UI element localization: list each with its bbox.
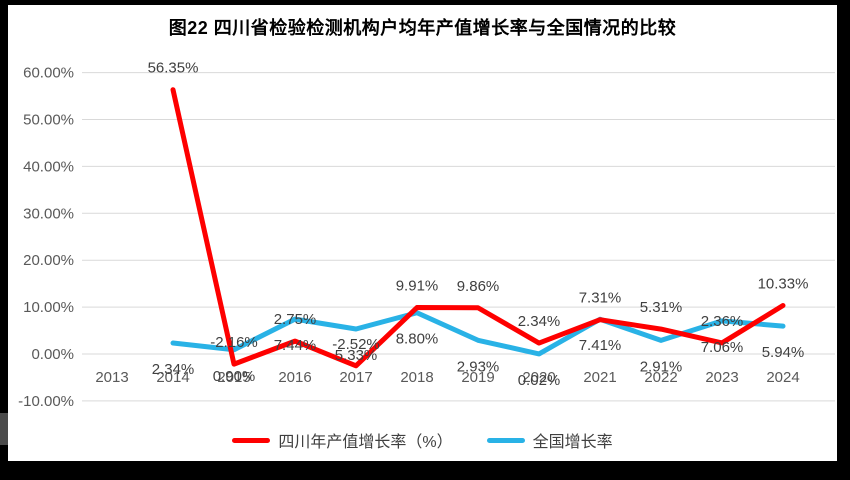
x-tick-label: 2014	[156, 369, 189, 386]
y-tick-label: 50.00%	[23, 112, 74, 129]
sichuan-data-label: -2.52%	[332, 336, 380, 353]
x-tick-label: 2024	[766, 369, 799, 386]
legend-item-national: 全国增长率	[486, 428, 613, 452]
sichuan-data-label: 5.31%	[640, 299, 683, 316]
sichuan-data-label: 2.75%	[274, 311, 317, 328]
sichuan-data-label: 9.86%	[457, 278, 500, 295]
national-data-label: 5.94%	[762, 344, 805, 361]
national-data-label: 7.06%	[701, 339, 744, 356]
x-tick-label: 2020	[522, 369, 555, 386]
sichuan-series-line	[170, 87, 786, 369]
sichuan-data-label: 56.35%	[148, 60, 199, 77]
x-tick-label: 2017	[339, 369, 372, 386]
document-page	[8, 5, 837, 461]
sichuan-data-label: 10.33%	[758, 276, 809, 293]
national-series-swatch	[486, 437, 525, 443]
sichuan-series-swatch	[232, 437, 271, 443]
national-series-line	[170, 310, 786, 357]
national-data-label: 7.44%	[274, 337, 317, 354]
y-tick-label: 0.00%	[31, 346, 74, 363]
national-data-label: 5.33%	[335, 347, 378, 364]
y-tick-label: 10.00%	[23, 299, 74, 316]
x-tick-label: 2015	[217, 369, 250, 386]
national-data-label: 2.93%	[457, 358, 500, 375]
national-data-label: 0.90%	[213, 368, 256, 385]
national-data-label: 0.02%	[518, 372, 561, 389]
y-tick-label: -10.00%	[18, 393, 74, 410]
x-tick-label: 2023	[705, 369, 738, 386]
chart-legend: 四川年产值增长率（%） 全国增长率	[8, 428, 837, 452]
legend-label-national: 全国增长率	[532, 434, 613, 451]
y-tick-label: 30.00%	[23, 205, 74, 222]
sichuan-data-label: 7.31%	[579, 290, 622, 307]
legend-label-sichuan: 四川年产值增长率（%）	[278, 434, 453, 451]
national-data-label: 7.41%	[579, 337, 622, 354]
sichuan-data-label: 9.91%	[396, 278, 439, 295]
national-data-label: 8.80%	[396, 331, 439, 348]
sichuan-data-label: -2.16%	[210, 334, 258, 351]
x-tick-label: 2016	[278, 369, 311, 386]
y-tick-label: 40.00%	[23, 158, 74, 175]
x-tick-label: 2019	[461, 369, 494, 386]
page-edge-shadow	[0, 413, 8, 445]
x-tick-label: 2022	[644, 369, 677, 386]
y-tick-label: 20.00%	[23, 252, 74, 269]
national-data-label: 2.91%	[640, 358, 683, 375]
y-tick-label: 60.00%	[23, 65, 74, 82]
legend-item-sichuan: 四川年产值增长率（%）	[232, 428, 453, 452]
sichuan-data-label: 2.34%	[518, 313, 561, 330]
sichuan-data-label: 2.36%	[701, 313, 744, 330]
national-data-label: 2.34%	[152, 361, 195, 378]
x-tick-label: 2013	[95, 369, 128, 386]
chart-title: 图22 四川省检验检测机构户均年产值增长率与全国情况的比较	[168, 18, 677, 38]
x-tick-label: 2021	[583, 369, 616, 386]
x-tick-label: 2018	[400, 369, 433, 386]
